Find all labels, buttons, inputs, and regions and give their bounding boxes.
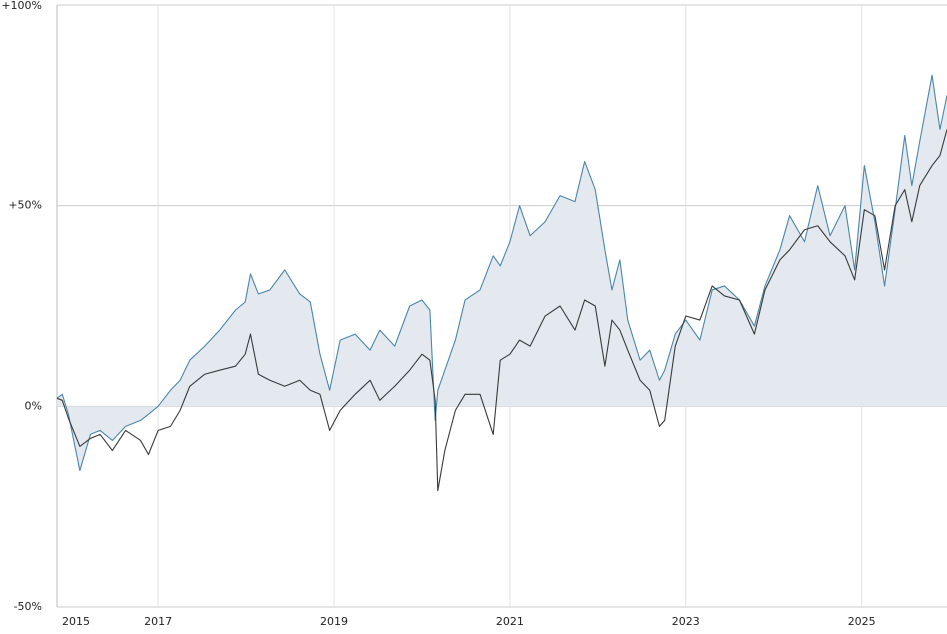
x-tick-label: 2025 — [848, 615, 876, 628]
area-fill — [57, 75, 947, 471]
x-tick-label: 2023 — [672, 615, 700, 628]
y-tick-label: -50% — [14, 600, 42, 613]
series-line — [56, 74, 947, 472]
x-tick-label: 2019 — [320, 615, 348, 628]
x-tick-label: 2021 — [496, 615, 524, 628]
series-line — [56, 129, 947, 492]
y-tick-label: +50% — [8, 199, 42, 212]
y-tick-label: 0% — [25, 399, 42, 412]
y-tick-label: +100% — [1, 0, 42, 12]
x-tick-label: 2017 — [144, 615, 172, 628]
x-tick-label: 2015 — [62, 615, 90, 628]
